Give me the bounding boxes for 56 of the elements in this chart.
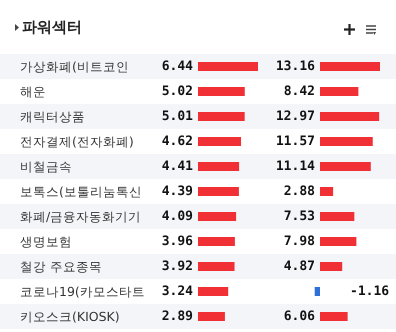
bar: [198, 287, 228, 296]
data-label: 11.57: [276, 134, 315, 149]
bar: [198, 312, 225, 321]
bar: [320, 312, 348, 321]
bar: [320, 87, 358, 96]
bar: [198, 237, 235, 246]
data-label: 3.96: [162, 234, 194, 249]
y-tick-label: 보톡스(보툴리눔톡신: [20, 184, 142, 199]
y-tick-label: 해운: [20, 84, 46, 99]
data-label: 4.87: [284, 259, 315, 274]
data-label: 2.89: [162, 309, 193, 324]
data-label: 6.06: [284, 309, 316, 324]
bar: [198, 62, 258, 71]
bar: [320, 237, 356, 246]
bar: [198, 162, 240, 171]
y-tick-label: 가상화폐(비트코인: [20, 59, 129, 74]
bar: [320, 62, 380, 71]
bar: [198, 212, 236, 221]
data-label: 8.42: [284, 84, 315, 99]
y-tick-label: 비철금속: [20, 159, 72, 174]
data-label: 5.01: [162, 109, 194, 124]
bar: [198, 262, 235, 271]
bar: [320, 137, 373, 146]
data-label: 7.98: [284, 234, 316, 249]
data-label: 11.14: [276, 159, 316, 174]
y-tick-label: 캐릭터상품: [20, 109, 85, 124]
y-tick-label: 화폐/금융자동화기기: [20, 209, 142, 224]
bar: [198, 87, 245, 96]
y-tick-label: 생명보험: [20, 234, 72, 249]
data-label: 4.41: [162, 159, 194, 174]
bar: [320, 162, 371, 171]
data-label: 7.53: [284, 209, 315, 224]
data-label: 4.09: [162, 209, 193, 224]
y-tick-label: 키오스크(KIOSK): [20, 309, 120, 324]
bar: [198, 137, 242, 146]
data-label: -1.16: [350, 284, 390, 299]
bar: [314, 287, 320, 296]
data-label: 4.39: [162, 184, 193, 199]
data-label: 12.97: [276, 109, 315, 124]
bar: [320, 187, 334, 196]
data-label: 6.44: [162, 59, 194, 74]
data-label: 2.88: [284, 184, 316, 199]
data-label: 3.24: [162, 284, 194, 299]
bar: [198, 187, 239, 196]
text: 파워섹터: [22, 18, 82, 37]
y-tick-label: 코로나19(카모스타트: [20, 284, 145, 299]
bar: [320, 112, 380, 121]
data-label: 4.62: [162, 134, 193, 149]
bar: [198, 112, 245, 121]
data-label: 13.16: [276, 59, 316, 74]
bar: [320, 212, 354, 221]
y-tick-label: 전자결제(전자화폐): [20, 134, 134, 149]
bar: [320, 262, 342, 271]
data-label: 5.02: [162, 84, 193, 99]
y-tick-label: 철강 주요종목: [20, 259, 102, 274]
data-label: 3.92: [162, 259, 193, 274]
